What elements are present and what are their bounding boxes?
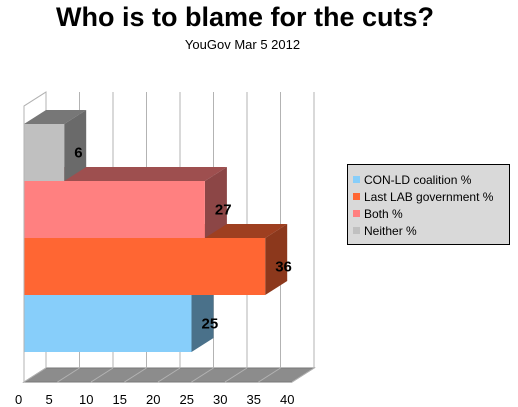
- bar-side-2: [204, 167, 227, 238]
- bar-side-1: [265, 224, 288, 295]
- bar-value-label-3: 6: [74, 145, 82, 162]
- bar-1: [24, 238, 266, 295]
- legend-label-0: CON-LD coalition %: [364, 172, 472, 187]
- legend-item-0: CON-LD coalition %: [353, 171, 509, 188]
- floor-gridline-4: [157, 367, 181, 383]
- x-tick-label-4: 20: [146, 392, 160, 407]
- x-tick-label-8: 40: [280, 392, 294, 407]
- chart-subtitle: YouGov Mar 5 2012: [184, 37, 301, 52]
- floor-gridline-0: [23, 367, 47, 383]
- legend-item-3: Neither %: [353, 222, 509, 239]
- legend-swatch-2: [353, 210, 360, 217]
- bar-value-label-0: 25: [202, 316, 219, 333]
- bar-value-label-2: 27: [215, 202, 232, 219]
- legend-label-3: Neither %: [364, 223, 417, 238]
- floor-gridline-5: [191, 367, 214, 383]
- bar-side-0: [191, 281, 214, 352]
- legend-swatch-0: [353, 176, 360, 183]
- bar-value-label-1: 36: [275, 259, 292, 276]
- legend-swatch-3: [353, 227, 360, 234]
- bar-3: [24, 124, 65, 181]
- x-tick-label-6: 30: [213, 392, 227, 407]
- legend-swatch-1: [353, 193, 360, 200]
- legend-label-1: Last LAB government %: [364, 189, 494, 204]
- chart-title: Who is to blame for the cuts?: [55, 2, 434, 32]
- legend-label-2: Both %: [364, 206, 403, 221]
- bar-top-3: [24, 110, 87, 124]
- x-tick-label-0: 0: [15, 392, 22, 407]
- x-tick-label-7: 35: [247, 392, 261, 407]
- x-tick-label-5: 25: [180, 392, 194, 407]
- floor-gridline-7: [258, 367, 281, 383]
- floor-gridline-6: [224, 367, 248, 383]
- floor-gridline-2: [90, 367, 114, 383]
- bar-2: [24, 181, 205, 238]
- x-tick-label-2: 10: [79, 392, 93, 407]
- bar-0: [24, 295, 192, 352]
- floor-gridline-8: [291, 367, 315, 383]
- legend-item-2: Both %: [353, 205, 509, 222]
- x-tick-label-1: 5: [46, 392, 53, 407]
- bar-side-3: [64, 110, 87, 181]
- wall-edge: [23, 91, 47, 107]
- chart-legend: CON-LD coalition % Last LAB government % B…: [347, 164, 510, 245]
- legend-item-1: Last LAB government %: [353, 188, 509, 205]
- floor-gridline-3: [124, 367, 147, 383]
- x-tick-label-3: 15: [113, 392, 127, 407]
- floor-gridline-1: [57, 367, 80, 383]
